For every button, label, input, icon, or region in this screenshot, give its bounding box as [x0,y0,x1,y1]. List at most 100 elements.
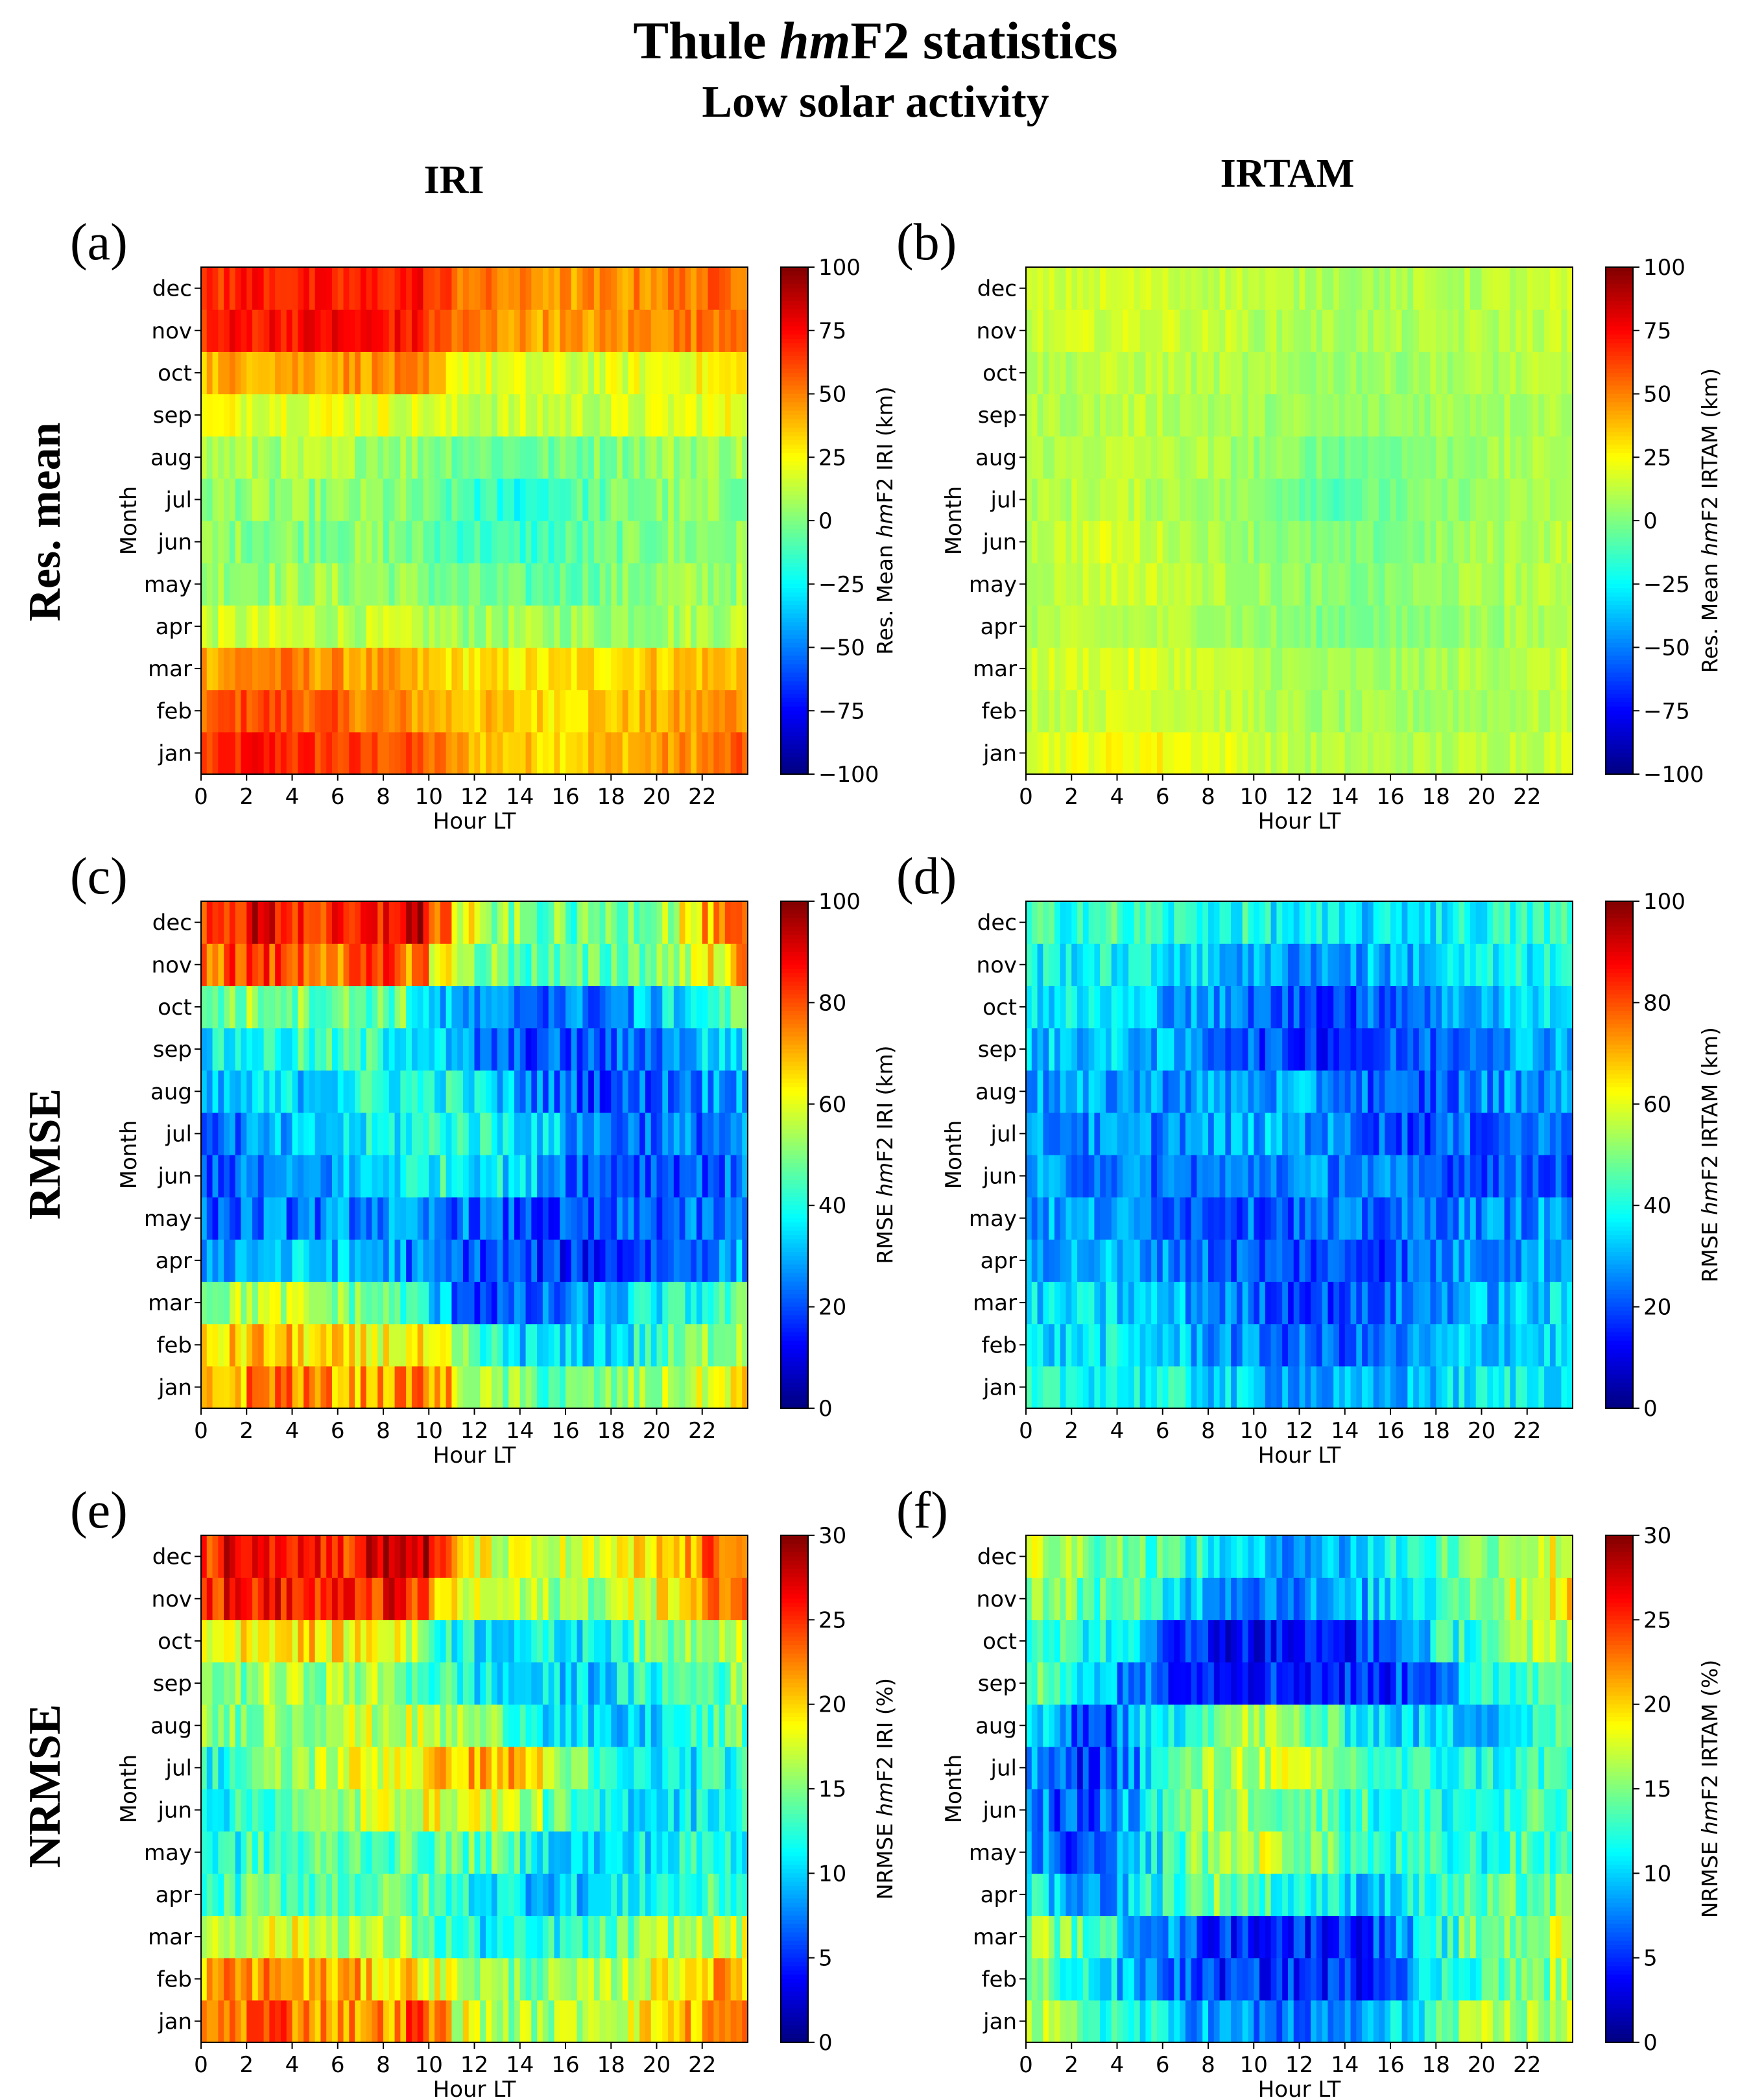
heatmap-cell [1043,689,1049,733]
heatmap-cell [304,267,310,310]
heatmap-cell [691,605,697,648]
heatmap-cell [406,521,412,563]
heatmap-cell [1407,1323,1414,1367]
heatmap-cell [1225,267,1232,310]
heatmap-cell [201,563,208,606]
heatmap-cell [1328,985,1334,1029]
heatmap-cell [1293,1028,1300,1071]
colorbar-segment [781,1365,808,1371]
heatmap-cell [1248,394,1254,437]
heatmap-cell [1498,1197,1505,1240]
colorbar-segment [781,960,808,965]
heatmap-cell [1498,1070,1505,1113]
heatmap-cell [1527,1323,1534,1367]
heatmap-cell [724,1112,732,1155]
colorbar-tick-label: 50 [818,382,846,408]
heatmap-cell [388,1028,396,1071]
heatmap-cell [406,901,412,944]
heatmap-cell [1311,605,1317,648]
colorbar-tick-label: 100 [818,255,861,281]
heatmap-cell [577,1281,583,1325]
heatmap-cell [383,1323,390,1367]
heatmap-cell [1487,521,1494,563]
heatmap-cell [468,605,475,648]
heatmap-cell [474,563,481,606]
heatmap-cell [1516,1028,1522,1071]
heatmap-cell [656,1155,663,1197]
heatmap-cell [1418,1070,1425,1113]
heatmap-cell [343,985,350,1029]
heatmap-cell [645,1239,652,1282]
heatmap-cell [1145,1365,1152,1409]
heatmap-cell [1202,267,1209,310]
heatmap-cell [1322,1365,1329,1409]
heatmap-cell [1111,563,1118,606]
heatmap-cell [451,1028,458,1071]
heatmap-cell [1418,478,1425,521]
heatmap-cell [429,521,435,563]
heatmap-cell [480,647,486,690]
heatmap-cell [1276,394,1283,437]
heatmap-cell [1287,1028,1294,1071]
heatmap-cell [366,1112,373,1155]
heatmap-cell [656,1197,663,1240]
heatmap-cell [628,1365,634,1409]
heatmap-cell [1242,1197,1249,1240]
y-tick-label: jan [158,1374,192,1400]
heatmap-cell [679,1239,686,1282]
heatmap-cell [491,267,498,310]
heatmap-cell [497,689,504,733]
colorbar-segment [781,318,808,323]
colorbar-segment [781,478,808,484]
heatmap-cell [1174,1197,1180,1240]
heatmap-cell [519,521,527,563]
heatmap-cell [1430,1070,1436,1113]
heatmap-cell [622,1323,629,1367]
heatmap-cell [252,1112,259,1155]
heatmap-cell [201,1239,208,1282]
heatmap-cell [298,436,304,479]
heatmap-cell [474,1323,481,1367]
heatmap-cell [639,901,646,944]
heatmap-cell [1453,1239,1459,1282]
heatmap-cell [622,1365,629,1409]
heatmap-cell [1453,689,1459,733]
heatmap-cell [531,521,538,563]
heatmap-cell [411,901,418,944]
y-tick-label: jan [983,740,1017,766]
heatmap-cell [1134,731,1141,775]
heatmap-cell [400,647,407,690]
heatmap-cell [605,901,612,944]
colorbar-segment [781,271,808,276]
heatmap-cell [326,436,333,479]
heatmap-cell [275,1112,281,1155]
heatmap-cell [423,901,429,944]
colorbar-segment [781,1353,808,1358]
heatmap-cell [1436,351,1442,395]
colorbar-segment [781,989,808,995]
heatmap-cell [1549,309,1556,352]
colorbar-tick-label: −75 [1643,698,1690,724]
heatmap-cell [1527,267,1534,310]
heatmap-cell [1521,351,1528,395]
heatmap-cell [503,1070,509,1113]
heatmap-cell [514,943,521,986]
heatmap-cell [1117,1155,1123,1197]
heatmap-cell [1470,1112,1477,1155]
heatmap-cell [1424,985,1431,1029]
heatmap-cell [650,731,658,775]
heatmap-cell [1333,647,1340,690]
heatmap-cell [1265,478,1272,521]
heatmap-cell [304,521,310,563]
heatmap-cell [1527,1112,1534,1155]
heatmap-cell [605,1070,612,1113]
heatmap-cell [1231,1281,1237,1325]
heatmap-cell [252,901,259,944]
heatmap-cell [1538,351,1545,395]
heatmap-cell [617,1155,623,1197]
heatmap-cell [1117,563,1123,606]
x-tick-label: 6 [1156,784,1170,810]
x-tick-label: 0 [1019,784,1033,810]
heatmap-cell [315,267,322,310]
heatmap-cell [1208,309,1215,352]
